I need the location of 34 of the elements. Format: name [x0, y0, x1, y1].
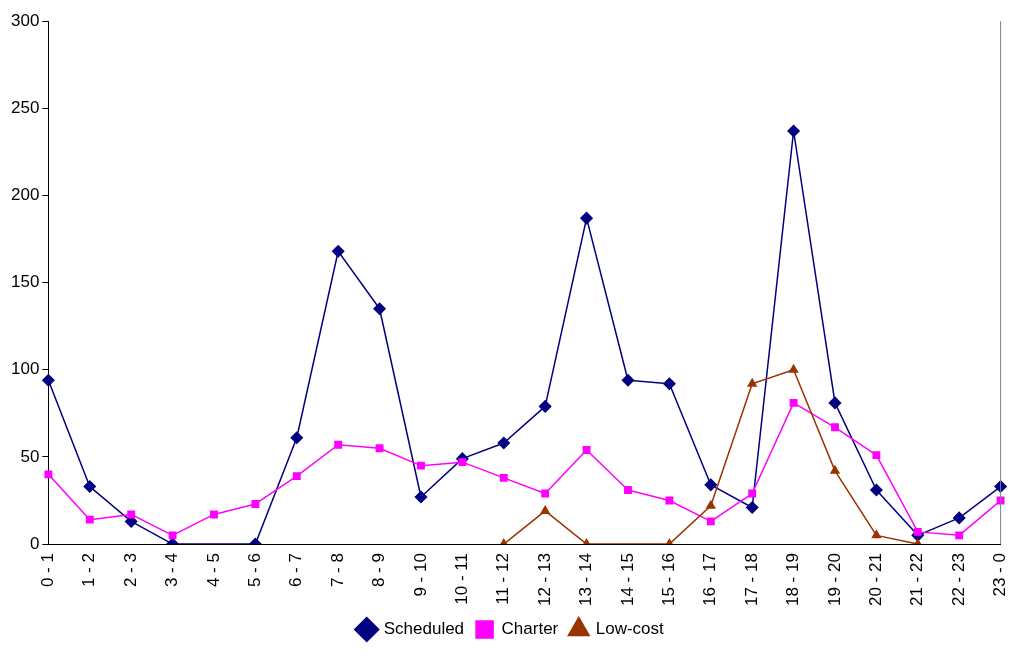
x-tick-label: 6 - 7: [286, 553, 306, 588]
x-tick-label: 20 - 21: [866, 553, 886, 607]
x-tick-label: 2 - 3: [120, 553, 140, 588]
x-tick-label: 13 - 14: [576, 553, 596, 607]
y-tick-label: 250: [10, 98, 40, 118]
y-tick-label: 200: [10, 185, 40, 205]
x-tick-label: 14 - 15: [617, 553, 637, 607]
x-tick-label: 18 - 19: [783, 553, 803, 607]
y-tick-label: 0: [29, 533, 40, 553]
x-tick-label: 21 - 22: [907, 553, 927, 607]
x-tick-label: 5 - 6: [245, 553, 265, 588]
x-tick-label: 4 - 5: [203, 553, 223, 588]
x-tick-label: 9 - 10: [410, 553, 430, 597]
y-tick-label: 50: [20, 446, 40, 466]
x-tick-label: 16 - 17: [700, 553, 720, 607]
x-tick-label: 19 - 20: [824, 553, 844, 607]
x-tick-label: 22 - 23: [948, 553, 968, 607]
y-tick-label: 300: [10, 10, 40, 30]
x-tick-label: 23 - 0: [990, 553, 1010, 597]
x-tick-label: 3 - 4: [162, 553, 182, 588]
x-tick-label: 17 - 18: [741, 553, 761, 607]
legend-label: Charter: [501, 619, 559, 639]
x-tick-label: 0 - 1: [38, 553, 58, 588]
x-tick-label: 15 - 16: [659, 553, 679, 607]
legend-label: Scheduled: [383, 619, 465, 639]
x-tick-label: 7 - 8: [327, 553, 347, 588]
x-tick-label: 10 - 11: [452, 553, 472, 605]
y-tick-label: 100: [10, 359, 40, 379]
legend-label: Low-cost: [595, 619, 665, 639]
y-tick-label: 150: [10, 272, 40, 292]
x-tick-label: 12 - 13: [534, 553, 554, 607]
x-tick-label: 1 - 2: [79, 553, 99, 588]
x-tick-label: 11 - 12: [493, 553, 513, 605]
x-tick-label: 8 - 9: [369, 553, 389, 588]
